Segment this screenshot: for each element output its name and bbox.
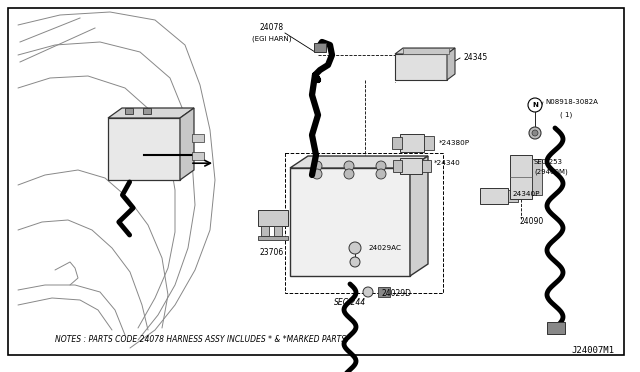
Bar bbox=[143, 108, 152, 114]
Circle shape bbox=[312, 161, 322, 171]
Polygon shape bbox=[395, 48, 455, 54]
Polygon shape bbox=[410, 156, 428, 276]
Bar bbox=[395, 54, 447, 80]
Bar bbox=[125, 108, 133, 114]
Circle shape bbox=[312, 169, 322, 179]
Bar bbox=[258, 236, 288, 240]
Circle shape bbox=[350, 257, 360, 267]
Text: 23706: 23706 bbox=[260, 248, 284, 257]
Text: ( 1): ( 1) bbox=[560, 112, 572, 118]
Bar bbox=[258, 210, 288, 226]
Bar bbox=[480, 188, 508, 204]
Bar bbox=[108, 118, 180, 180]
Bar bbox=[285, 153, 443, 293]
Circle shape bbox=[529, 127, 541, 139]
Polygon shape bbox=[290, 156, 428, 168]
Text: (29460M): (29460M) bbox=[534, 169, 568, 175]
Text: 24029AC: 24029AC bbox=[368, 245, 401, 251]
Bar bbox=[422, 160, 431, 172]
Circle shape bbox=[376, 161, 386, 171]
Bar bbox=[192, 152, 204, 160]
Text: 24340P: 24340P bbox=[512, 191, 540, 197]
Circle shape bbox=[344, 169, 354, 179]
Bar bbox=[532, 159, 542, 195]
Circle shape bbox=[376, 169, 386, 179]
Bar bbox=[261, 226, 269, 236]
Polygon shape bbox=[108, 108, 194, 118]
Circle shape bbox=[532, 130, 538, 136]
Text: N08918-3082A: N08918-3082A bbox=[545, 99, 598, 105]
Bar bbox=[290, 168, 410, 276]
Text: 24029D: 24029D bbox=[382, 289, 412, 298]
Text: (EGI HARN): (EGI HARN) bbox=[252, 36, 292, 42]
Bar bbox=[510, 155, 532, 199]
Text: 24078: 24078 bbox=[260, 23, 284, 32]
Polygon shape bbox=[447, 48, 455, 80]
Bar bbox=[424, 136, 434, 150]
Text: SEC.253: SEC.253 bbox=[534, 159, 563, 165]
Text: NOTES : PARTS CODE 24078 HARNESS ASSY INCLUDES * & *MARKED PARTS.: NOTES : PARTS CODE 24078 HARNESS ASSY IN… bbox=[55, 336, 349, 344]
Circle shape bbox=[528, 98, 542, 112]
Bar bbox=[400, 158, 422, 174]
Bar bbox=[400, 134, 424, 152]
Bar bbox=[547, 322, 565, 334]
Polygon shape bbox=[180, 108, 194, 180]
Bar bbox=[192, 134, 204, 141]
Text: SEC.244: SEC.244 bbox=[334, 298, 366, 307]
Circle shape bbox=[363, 287, 373, 297]
Text: *24380P: *24380P bbox=[439, 140, 470, 146]
Bar bbox=[403, 48, 449, 54]
Text: *24340: *24340 bbox=[434, 160, 461, 166]
Circle shape bbox=[344, 161, 354, 171]
Bar bbox=[274, 226, 282, 236]
Bar bbox=[393, 160, 402, 172]
Text: N: N bbox=[532, 102, 538, 108]
Circle shape bbox=[349, 242, 361, 254]
Text: 24345: 24345 bbox=[464, 54, 488, 62]
Text: J24007M1: J24007M1 bbox=[571, 346, 614, 355]
Text: 24090: 24090 bbox=[520, 218, 544, 227]
Bar bbox=[314, 43, 326, 52]
Bar bbox=[378, 287, 390, 297]
Bar bbox=[392, 137, 402, 149]
Bar bbox=[508, 190, 518, 202]
